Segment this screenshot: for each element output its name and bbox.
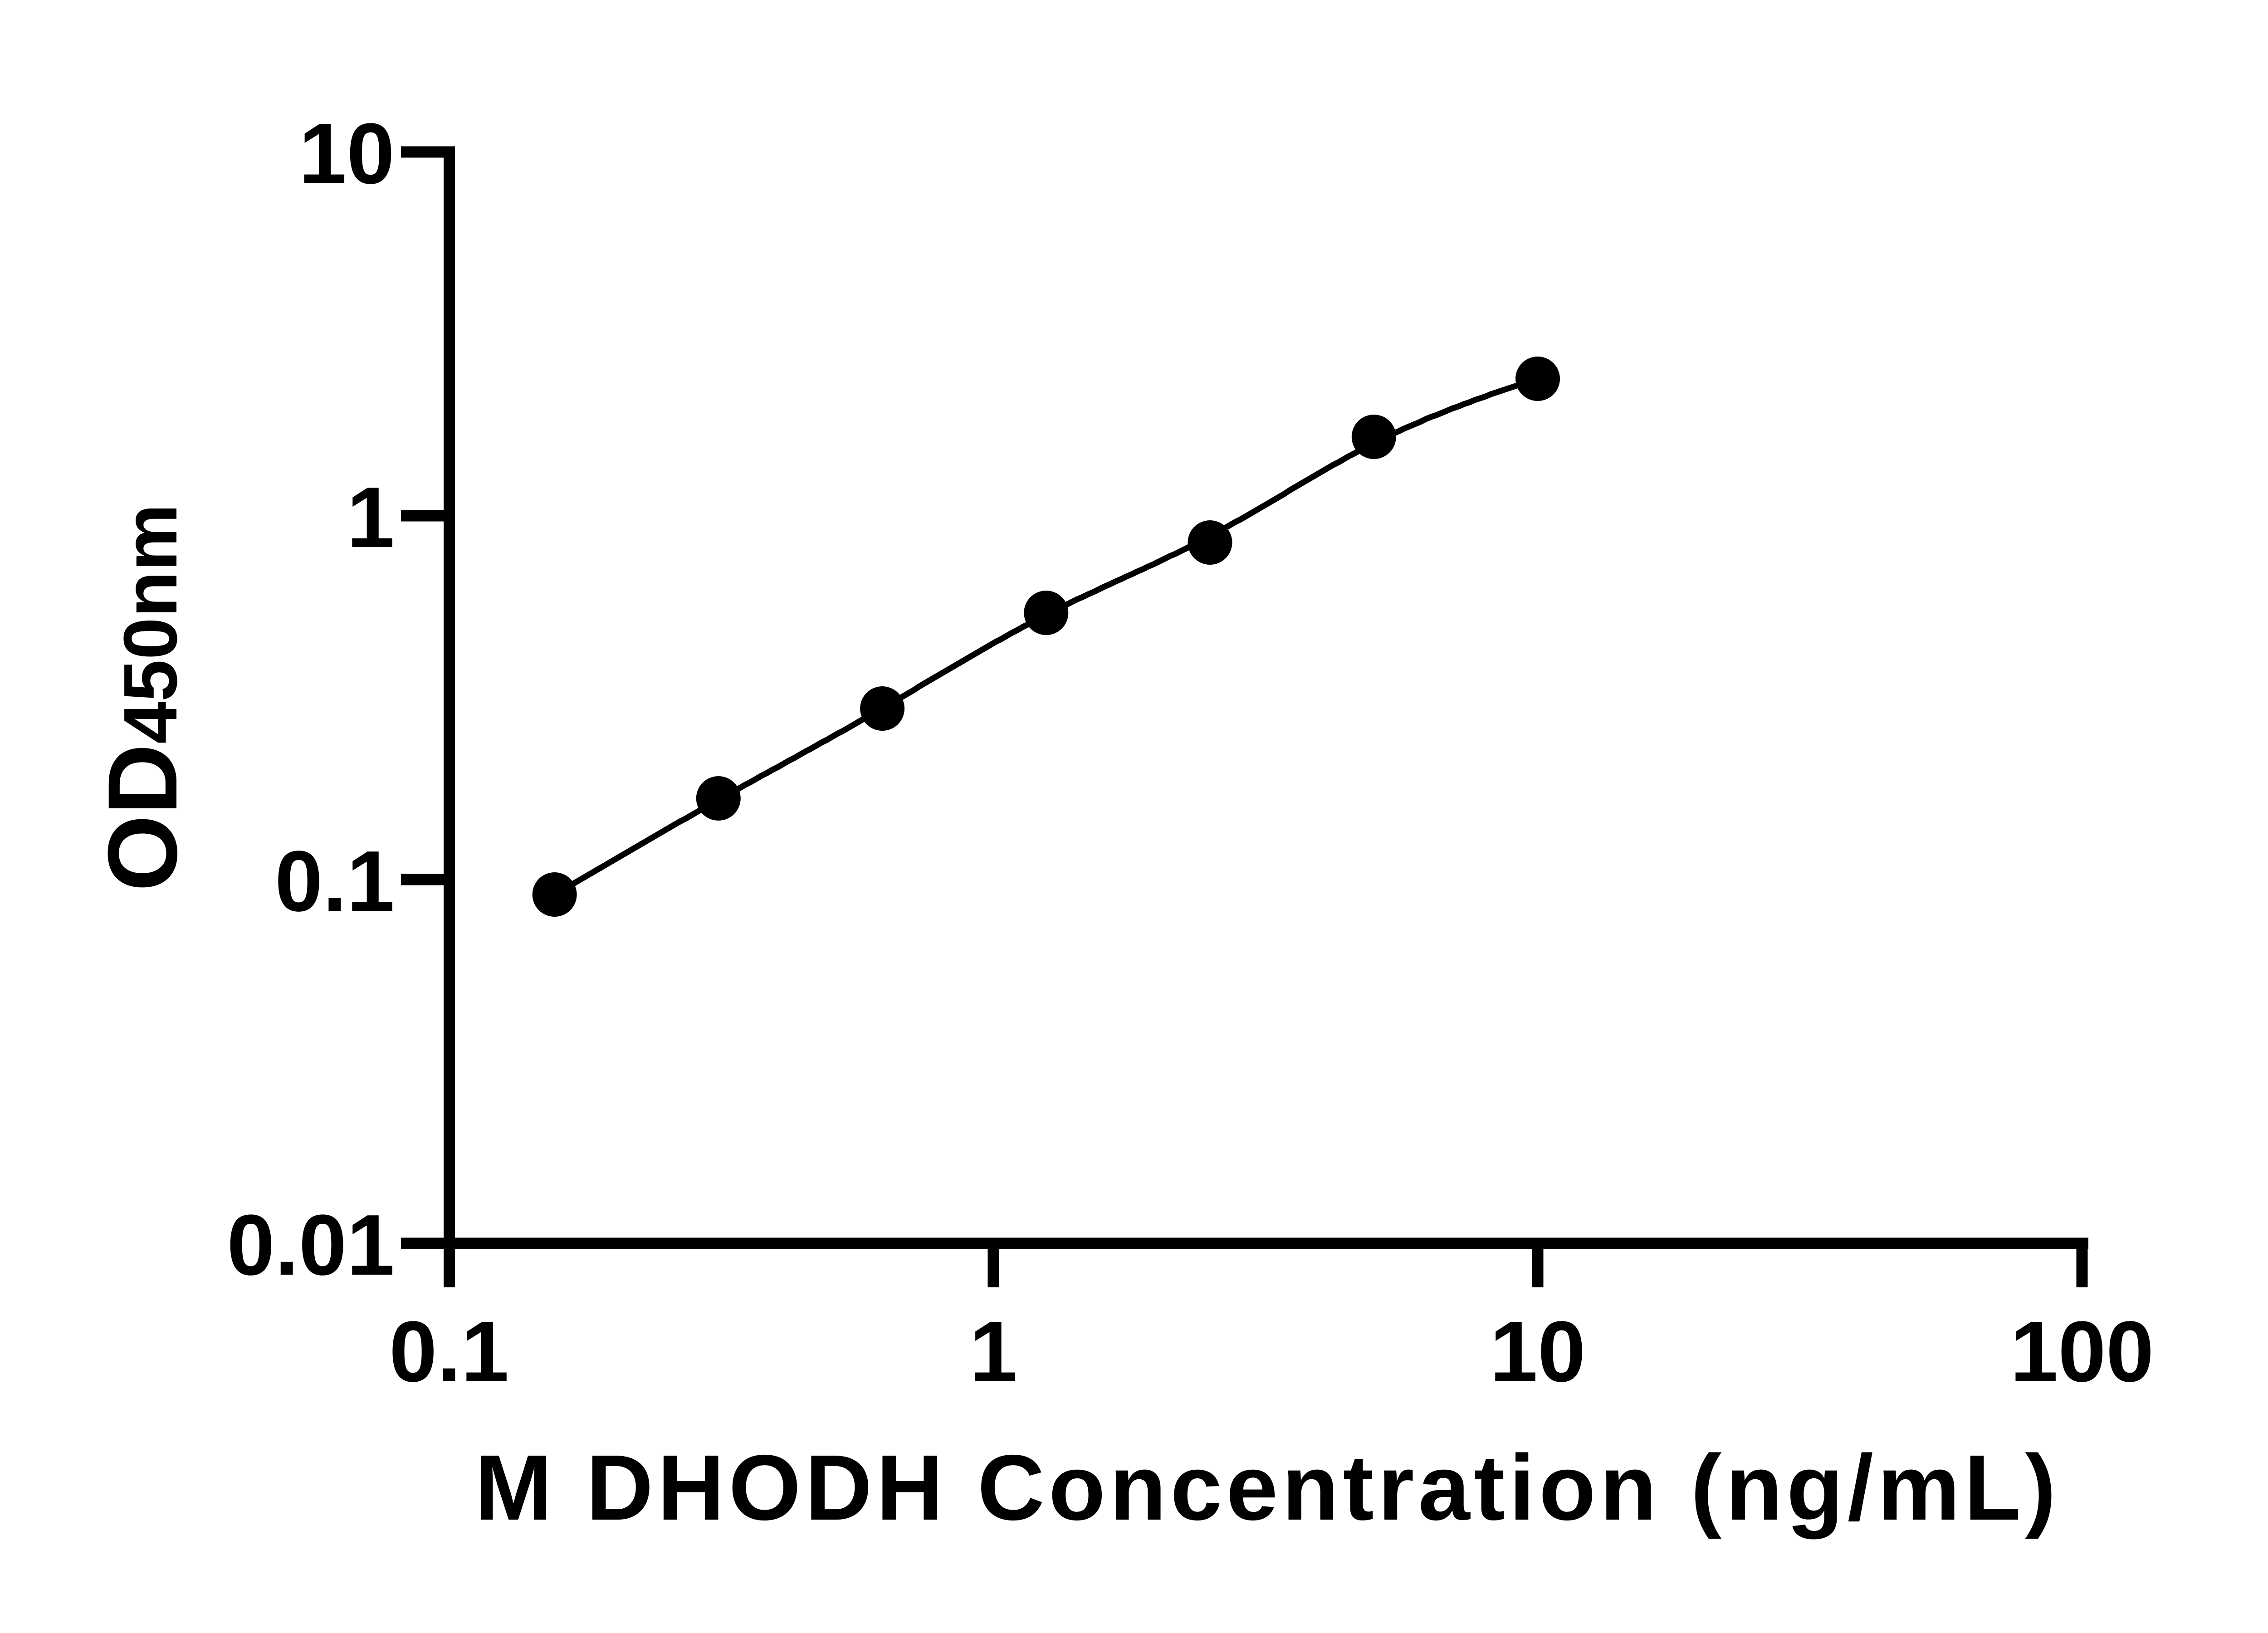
svg-text:10: 10 bbox=[1490, 1304, 1585, 1400]
svg-text:0.01: 0.01 bbox=[227, 1197, 395, 1293]
svg-text:10: 10 bbox=[299, 106, 395, 202]
svg-text:0.1: 0.1 bbox=[275, 833, 395, 929]
svg-text:0.1: 0.1 bbox=[389, 1304, 509, 1400]
svg-text:100: 100 bbox=[2010, 1304, 2154, 1400]
svg-text:M DHODH Concentration (ng/mL): M DHODH Concentration (ng/mL) bbox=[474, 1436, 2060, 1540]
svg-text:1: 1 bbox=[347, 469, 395, 566]
svg-text:1: 1 bbox=[969, 1304, 1017, 1400]
